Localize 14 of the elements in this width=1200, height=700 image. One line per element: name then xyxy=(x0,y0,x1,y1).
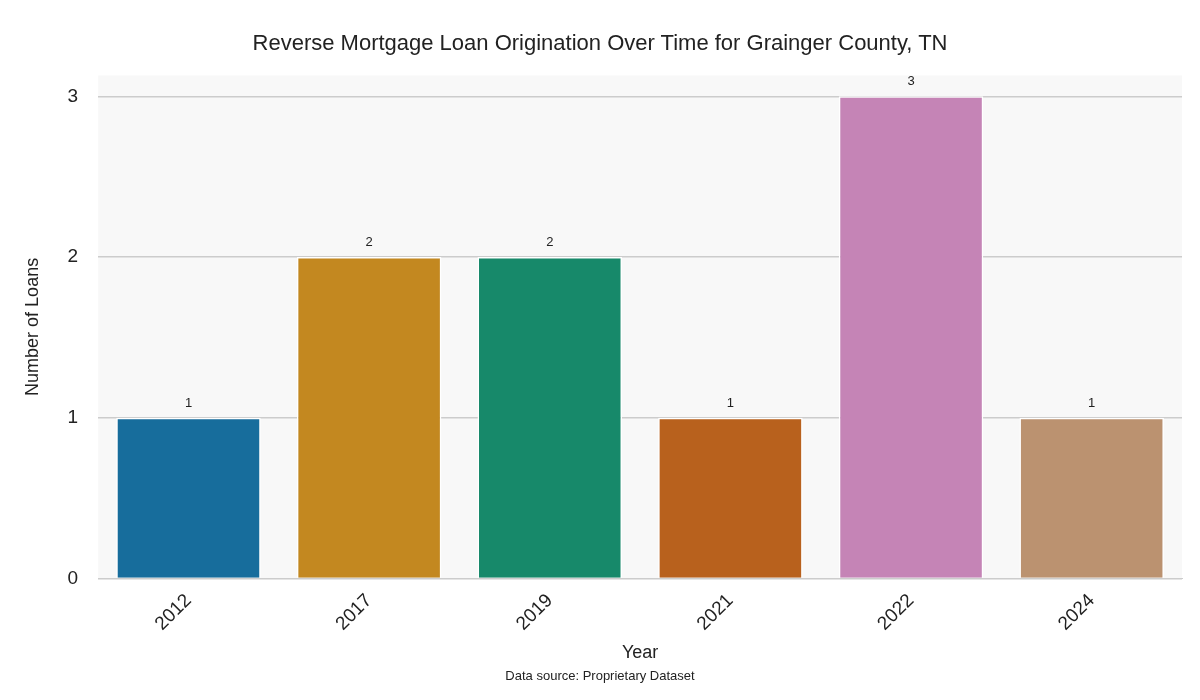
y-axis-title: Number of Loans xyxy=(21,257,42,396)
chart-title: Reverse Mortgage Loan Origination Over Time for Grainger County, TN xyxy=(252,30,948,56)
data-label: 1 xyxy=(1088,394,1096,410)
y-tick-label: 2 xyxy=(67,245,79,267)
source-note: Data source: Proprietary Dataset xyxy=(504,668,696,683)
x-axis-title: Year xyxy=(621,642,659,663)
y-tick-label: 0 xyxy=(67,566,79,588)
data-label: 1 xyxy=(726,394,735,410)
data-label: 1 xyxy=(184,394,193,410)
data-label: 2 xyxy=(546,234,554,250)
data-label: 3 xyxy=(907,73,915,89)
data-label: 2 xyxy=(365,234,373,250)
y-tick-label: 1 xyxy=(67,405,79,427)
y-tick-label: 3 xyxy=(67,84,79,106)
